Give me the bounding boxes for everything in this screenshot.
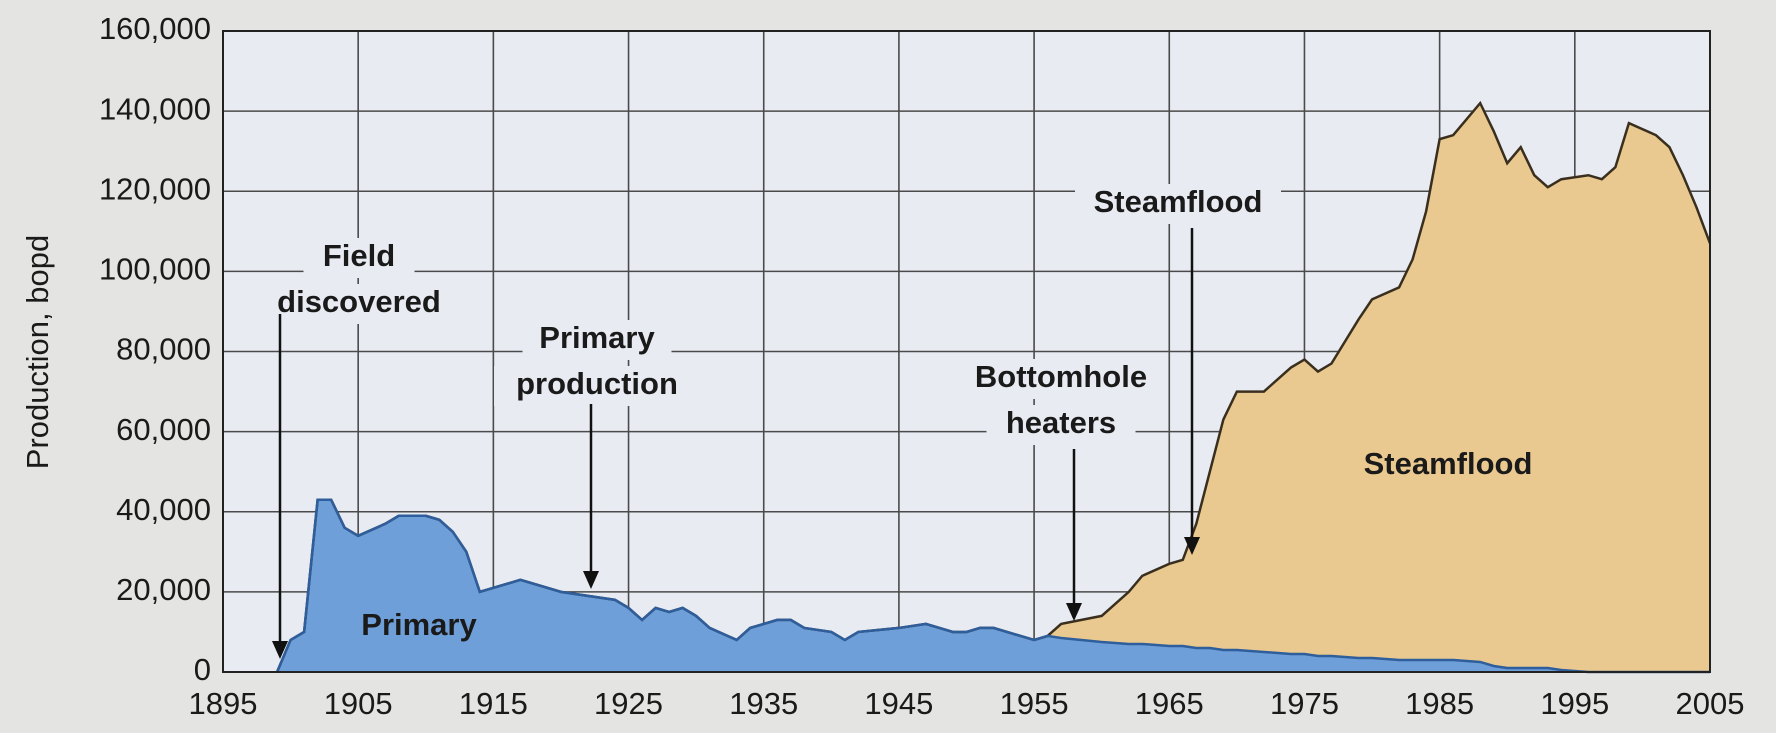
annotation: discovered (277, 284, 441, 319)
y-tick-label: 80,000 (116, 332, 211, 367)
annotation-bg (494, 366, 700, 406)
y-tick-label: 100,000 (99, 252, 211, 287)
plot-border (222, 30, 1711, 673)
x-tick-label: 1905 (324, 686, 393, 721)
annotation: Field (323, 238, 395, 273)
x-tick-label: 1895 (189, 686, 258, 721)
x-tick-label: 1935 (729, 686, 798, 721)
annotation: Primary (539, 320, 655, 355)
x-tick-label: 1925 (594, 686, 663, 721)
x-tick-label: 1965 (1135, 686, 1204, 721)
y-tick-label: 160,000 (99, 11, 211, 46)
annotation-bg (1075, 184, 1281, 224)
x-tick-label: 1975 (1270, 686, 1339, 721)
y-tick-label: 20,000 (116, 572, 211, 607)
y-tick-label: 0 (194, 652, 211, 687)
x-tick-label: 1995 (1540, 686, 1609, 721)
y-tick-label: 140,000 (99, 91, 211, 126)
annotation: Steamflood (1094, 184, 1263, 219)
annotation-bg (958, 359, 1164, 399)
y-axis-label: Production, bopd (20, 235, 55, 469)
area-line (275, 498, 1710, 674)
annotation-bg (256, 284, 462, 324)
x-tick-label: 1985 (1405, 686, 1474, 721)
annotation-bg (303, 238, 415, 278)
annotation: Bottomhole (975, 359, 1147, 394)
series-label: Primary (361, 607, 477, 642)
arrow-head (1184, 537, 1200, 555)
x-tick-label: 1915 (459, 686, 528, 721)
annotation: production (516, 366, 678, 401)
annotation: heaters (1006, 405, 1116, 440)
y-tick-label: 40,000 (116, 492, 211, 527)
arrow-head (583, 571, 599, 589)
annotation-bg (986, 405, 1136, 445)
arrow-head (272, 641, 288, 659)
series-label: Steamflood (1364, 446, 1533, 481)
arrow-head (1066, 603, 1082, 621)
x-tick-label: 1945 (864, 686, 933, 721)
y-tick-label: 60,000 (116, 412, 211, 447)
x-tick-label: 1955 (1000, 686, 1069, 721)
y-tick-label: 120,000 (99, 171, 211, 206)
area (277, 499, 1710, 672)
area (277, 103, 1710, 673)
annotation-bg (522, 320, 672, 360)
x-tick-label: 2005 (1676, 686, 1745, 721)
